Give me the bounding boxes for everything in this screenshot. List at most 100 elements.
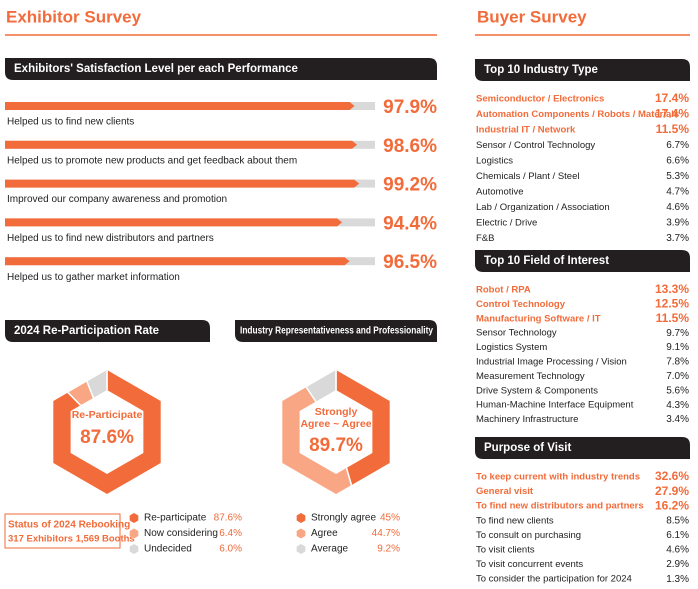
- list-name: F&B: [476, 233, 494, 244]
- list-value: 9.1%: [666, 342, 689, 353]
- section-title: Top 10 Field of Interest: [484, 255, 609, 267]
- center-label: Re-Participate: [72, 409, 143, 421]
- ring-segment: [335, 370, 390, 494]
- bar-label: Helped us to promote new products and ge…: [7, 155, 297, 166]
- list-name: Logistics System: [476, 342, 547, 353]
- list-value: 11.5%: [656, 311, 690, 325]
- list-name: Human-Machine Interface Equipment: [476, 400, 634, 411]
- list-name: General visit: [476, 486, 534, 497]
- list-value: 4.3%: [666, 400, 689, 411]
- section-header: [5, 58, 437, 80]
- list-name: Drive System & Components: [476, 385, 598, 396]
- list-name: Chemicals / Plant / Steel: [476, 171, 580, 182]
- legend-label: Agree: [311, 528, 338, 539]
- list-name: Logistics: [476, 156, 513, 167]
- bar: [5, 102, 355, 110]
- legend-marker: [296, 544, 306, 554]
- list-value: 5.3%: [666, 171, 689, 182]
- list-name: Control Technology: [476, 299, 566, 310]
- legend-label: Strongly agree: [311, 513, 376, 524]
- list-value: 5.6%: [666, 385, 689, 396]
- list-value: 8.5%: [666, 515, 689, 526]
- rebooking-title: Status of 2024 Rebooking: [8, 520, 130, 531]
- bar: [5, 179, 360, 188]
- section-title: Purpose of Visit: [484, 442, 572, 454]
- list-value: 27.9%: [655, 484, 689, 498]
- list-value: 7.0%: [666, 371, 689, 382]
- list-value: 12.5%: [655, 297, 689, 311]
- legend-value: 6.4%: [219, 528, 242, 539]
- legend-value: 87.6%: [214, 513, 242, 524]
- section-title: Exhibitors' Satisfaction Level per each …: [14, 63, 298, 75]
- legend-value: 9.2%: [377, 544, 400, 555]
- list-name: Industrial Image Processing / Vision: [476, 357, 627, 368]
- list-name: Robot / RPA: [476, 285, 531, 296]
- legend-marker: [296, 528, 306, 539]
- list-name: Industrial IT / Network: [476, 125, 576, 136]
- list-name: Sensor Technology: [476, 328, 557, 339]
- section-title: 2024 Re-Participation Rate: [14, 325, 159, 337]
- legend-label: Re-participate: [144, 513, 207, 524]
- list-name: Semiconductor / Electronics: [476, 94, 604, 105]
- list-value: 17.4%: [655, 107, 689, 121]
- bar: [5, 257, 350, 266]
- section-header: [5, 320, 210, 342]
- list-name: To keep current with industry trends: [476, 472, 640, 483]
- list-value: 6.1%: [666, 530, 689, 541]
- list-value: 16.2%: [655, 498, 689, 512]
- exhibitor-title: Exhibitor Survey: [6, 7, 142, 26]
- list-name: Automation Components / Robots / Materia…: [476, 109, 679, 120]
- bar-label: Improved our company awareness and promo…: [7, 194, 227, 205]
- section-header: [235, 320, 437, 342]
- legend-value: 6.0%: [219, 544, 242, 555]
- list-value: 3.9%: [666, 218, 689, 229]
- list-name: Machinery Infrastructure: [476, 414, 578, 425]
- list-value: 11.5%: [656, 122, 690, 136]
- legend-label: Undecided: [144, 544, 192, 555]
- center-value: 89.7%: [309, 435, 363, 456]
- bar: [5, 140, 358, 149]
- list-name: Lab / Organization / Association: [476, 202, 610, 213]
- section-title: Industry Representativeness and Professi…: [240, 326, 433, 337]
- bar: [5, 218, 343, 227]
- list-value: 17.4%: [655, 91, 689, 105]
- hex-ring: [282, 370, 390, 494]
- list-value: 4.6%: [666, 202, 689, 213]
- bar-value: 94.4%: [383, 213, 437, 234]
- list-name: Automotive: [476, 187, 524, 198]
- list-name: Electric / Drive: [476, 218, 537, 229]
- bar-label: Helped us to find new clients: [7, 117, 134, 128]
- list-value: 9.7%: [666, 328, 689, 339]
- section-header: [475, 59, 690, 81]
- list-value: 13.3%: [655, 282, 689, 296]
- list-value: 4.6%: [666, 545, 689, 556]
- rebooking-detail: 317 Exhibitors 1,569 Booths: [8, 534, 135, 545]
- bar-value: 97.9%: [383, 97, 437, 118]
- section-header: [475, 437, 690, 459]
- bar-label: Helped us to gather market information: [7, 272, 180, 283]
- bar-label: Helped us to find new distributors and p…: [7, 233, 214, 244]
- list-value: 3.7%: [666, 233, 689, 244]
- rebooking-box: [4, 513, 121, 549]
- legend-value: 44.7%: [372, 528, 400, 539]
- legend-marker: [296, 513, 306, 523]
- bar-value: 99.2%: [383, 175, 437, 196]
- list-value: 6.6%: [666, 156, 689, 167]
- list-value: 1.3%: [666, 574, 689, 585]
- list-name: Manufacturing Software / IT: [476, 313, 601, 324]
- section-title: Top 10 Industry Type: [484, 64, 598, 76]
- list-value: 32.6%: [655, 469, 689, 483]
- list-name: To consider the participation for 2024: [476, 574, 632, 585]
- legend-marker: [129, 528, 139, 539]
- section-header: [475, 250, 690, 272]
- buyer-title: Buyer Survey: [477, 7, 587, 26]
- list-name: Sensor / Control Technology: [476, 140, 595, 151]
- list-value: 6.7%: [666, 140, 689, 151]
- legend-label: Now considering: [144, 528, 218, 539]
- bar-value: 98.6%: [383, 136, 437, 157]
- list-name: To visit clients: [476, 545, 535, 556]
- bar-value: 96.5%: [383, 252, 437, 273]
- list-value: 3.4%: [666, 414, 689, 425]
- list-name: To find new clients: [476, 515, 554, 526]
